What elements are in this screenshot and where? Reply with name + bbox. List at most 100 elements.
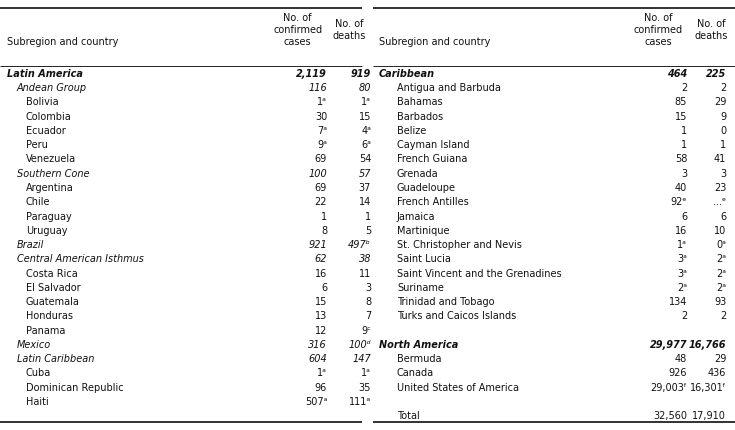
Text: Martinique: Martinique bbox=[397, 225, 449, 235]
Text: 29: 29 bbox=[714, 97, 726, 107]
Text: Barbados: Barbados bbox=[397, 111, 443, 121]
Text: 2: 2 bbox=[681, 310, 687, 321]
Text: Turks and Caicos Islands: Turks and Caicos Islands bbox=[397, 310, 516, 321]
Text: No. of
deaths: No. of deaths bbox=[332, 18, 366, 40]
Text: 38: 38 bbox=[359, 254, 371, 264]
Text: 13: 13 bbox=[315, 310, 327, 321]
Text: Chile: Chile bbox=[26, 197, 50, 207]
Text: 11: 11 bbox=[359, 268, 371, 278]
Text: Cayman Island: Cayman Island bbox=[397, 140, 470, 150]
Text: United States of America: United States of America bbox=[397, 382, 519, 392]
Text: 116: 116 bbox=[308, 83, 327, 93]
Text: 926: 926 bbox=[669, 368, 687, 378]
Text: 2ᵃ: 2ᵃ bbox=[716, 254, 726, 264]
Text: 464: 464 bbox=[667, 69, 687, 79]
Text: Cuba: Cuba bbox=[26, 368, 51, 378]
Text: Saint Vincent and the Grenadines: Saint Vincent and the Grenadines bbox=[397, 268, 562, 278]
Text: Honduras: Honduras bbox=[26, 310, 73, 321]
Text: No. of
deaths: No. of deaths bbox=[695, 18, 728, 40]
Text: 54: 54 bbox=[359, 154, 371, 164]
Text: Jamaica: Jamaica bbox=[397, 211, 435, 221]
Text: 6: 6 bbox=[681, 211, 687, 221]
Text: 15: 15 bbox=[359, 111, 371, 121]
Text: Suriname: Suriname bbox=[397, 282, 444, 292]
Text: 3ᵃ: 3ᵃ bbox=[678, 268, 687, 278]
Text: 2ᵃ: 2ᵃ bbox=[716, 282, 726, 292]
Text: 1ᵃ: 1ᵃ bbox=[362, 97, 371, 107]
Text: 29: 29 bbox=[714, 353, 726, 363]
Text: 921: 921 bbox=[308, 240, 327, 249]
Text: 2,119: 2,119 bbox=[296, 69, 327, 79]
Text: 30: 30 bbox=[315, 111, 327, 121]
Text: 316: 316 bbox=[308, 339, 327, 349]
Text: French Guiana: French Guiana bbox=[397, 154, 467, 164]
Text: 147: 147 bbox=[352, 353, 371, 363]
Text: El Salvador: El Salvador bbox=[26, 282, 80, 292]
Text: Argentina: Argentina bbox=[26, 183, 74, 193]
Text: Caribbean: Caribbean bbox=[379, 69, 434, 79]
Text: 58: 58 bbox=[675, 154, 687, 164]
Text: 57: 57 bbox=[359, 168, 371, 178]
Text: Total: Total bbox=[397, 410, 420, 420]
Text: 12: 12 bbox=[315, 325, 327, 335]
Text: Guatemala: Guatemala bbox=[26, 296, 79, 306]
Text: 9ᶜ: 9ᶜ bbox=[362, 325, 371, 335]
Text: 3ᵃ: 3ᵃ bbox=[678, 254, 687, 264]
Text: 0: 0 bbox=[720, 126, 726, 135]
Text: North America: North America bbox=[379, 339, 458, 349]
Text: 16,301ᶠ: 16,301ᶠ bbox=[689, 382, 726, 392]
Text: 1ᵃ: 1ᵃ bbox=[362, 368, 371, 378]
Text: 1: 1 bbox=[365, 211, 371, 221]
Text: 225: 225 bbox=[706, 69, 726, 79]
Text: 48: 48 bbox=[675, 353, 687, 363]
Text: 14: 14 bbox=[359, 197, 371, 207]
Text: 9: 9 bbox=[720, 111, 726, 121]
Text: Costa Rica: Costa Rica bbox=[26, 268, 77, 278]
Text: 85: 85 bbox=[675, 97, 687, 107]
Text: 6: 6 bbox=[720, 211, 726, 221]
Text: St. Christopher and Nevis: St. Christopher and Nevis bbox=[397, 240, 522, 249]
Text: 2ᵃ: 2ᵃ bbox=[677, 282, 687, 292]
Text: Andean Group: Andean Group bbox=[17, 83, 87, 93]
Text: ...ᵉ: ...ᵉ bbox=[713, 197, 726, 207]
Text: 6: 6 bbox=[321, 282, 327, 292]
Text: Haiti: Haiti bbox=[26, 396, 49, 406]
Text: 93: 93 bbox=[714, 296, 726, 306]
Text: 1ᵃ: 1ᵃ bbox=[678, 240, 687, 249]
Text: 100ᵈ: 100ᵈ bbox=[348, 339, 371, 349]
Text: Canada: Canada bbox=[397, 368, 434, 378]
Text: 7: 7 bbox=[365, 310, 371, 321]
Text: 8: 8 bbox=[321, 225, 327, 235]
Text: 497ᵇ: 497ᵇ bbox=[348, 240, 371, 249]
Text: Latin America: Latin America bbox=[7, 69, 83, 79]
Text: Southern Cone: Southern Cone bbox=[17, 168, 90, 178]
Text: 1ᵃ: 1ᵃ bbox=[318, 368, 327, 378]
Text: 80: 80 bbox=[359, 83, 371, 93]
Text: 100: 100 bbox=[308, 168, 327, 178]
Text: Ecuador: Ecuador bbox=[26, 126, 65, 135]
Text: 37: 37 bbox=[359, 183, 371, 193]
Text: 69: 69 bbox=[315, 183, 327, 193]
Text: Panama: Panama bbox=[26, 325, 65, 335]
Text: 3: 3 bbox=[365, 282, 371, 292]
Text: 919: 919 bbox=[351, 69, 371, 79]
Text: Bahamas: Bahamas bbox=[397, 97, 442, 107]
Text: 9ᵃ: 9ᵃ bbox=[318, 140, 327, 150]
Text: Latin Caribbean: Latin Caribbean bbox=[17, 353, 94, 363]
Text: 35: 35 bbox=[359, 382, 371, 392]
Text: 29,003ᶠ: 29,003ᶠ bbox=[650, 382, 687, 392]
Text: 2ᵃ: 2ᵃ bbox=[716, 268, 726, 278]
Text: 62: 62 bbox=[315, 254, 327, 264]
Text: Saint Lucia: Saint Lucia bbox=[397, 254, 451, 264]
Text: 8: 8 bbox=[365, 296, 371, 306]
Text: Brazil: Brazil bbox=[17, 240, 44, 249]
Text: 32,560: 32,560 bbox=[653, 410, 687, 420]
Text: Peru: Peru bbox=[26, 140, 48, 150]
Text: 69: 69 bbox=[315, 154, 327, 164]
Text: 6ᵃ: 6ᵃ bbox=[362, 140, 371, 150]
Text: 1: 1 bbox=[681, 126, 687, 135]
Text: 7ᵃ: 7ᵃ bbox=[317, 126, 327, 135]
Text: 1: 1 bbox=[321, 211, 327, 221]
Text: 16: 16 bbox=[675, 225, 687, 235]
Text: 507ᵃ: 507ᵃ bbox=[305, 396, 327, 406]
